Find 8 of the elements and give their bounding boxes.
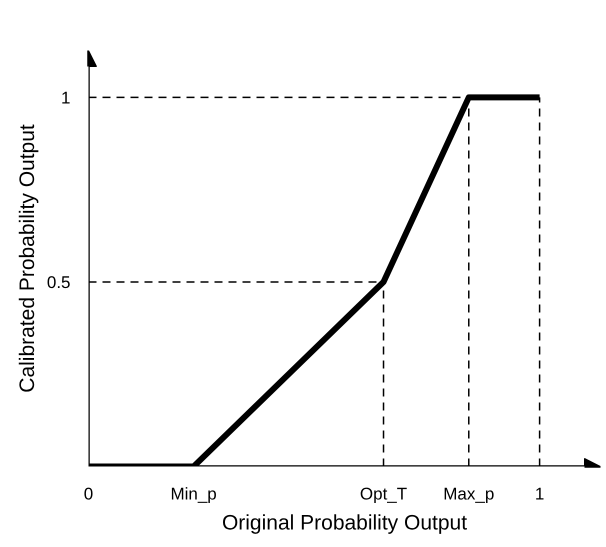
x-tick-label: Min_p [170,484,217,504]
y-tick-label: 0.5 [46,272,71,292]
y-axis-title: Calibrated Probability Output [16,124,39,393]
x-axis-title: Original Probability Output [222,512,468,534]
x-tick-label: Opt_T [360,484,408,504]
x-tick-label: Max_p [443,484,494,504]
x-tick-label: 0 [84,484,94,504]
x-tick-label: 1 [534,484,544,504]
